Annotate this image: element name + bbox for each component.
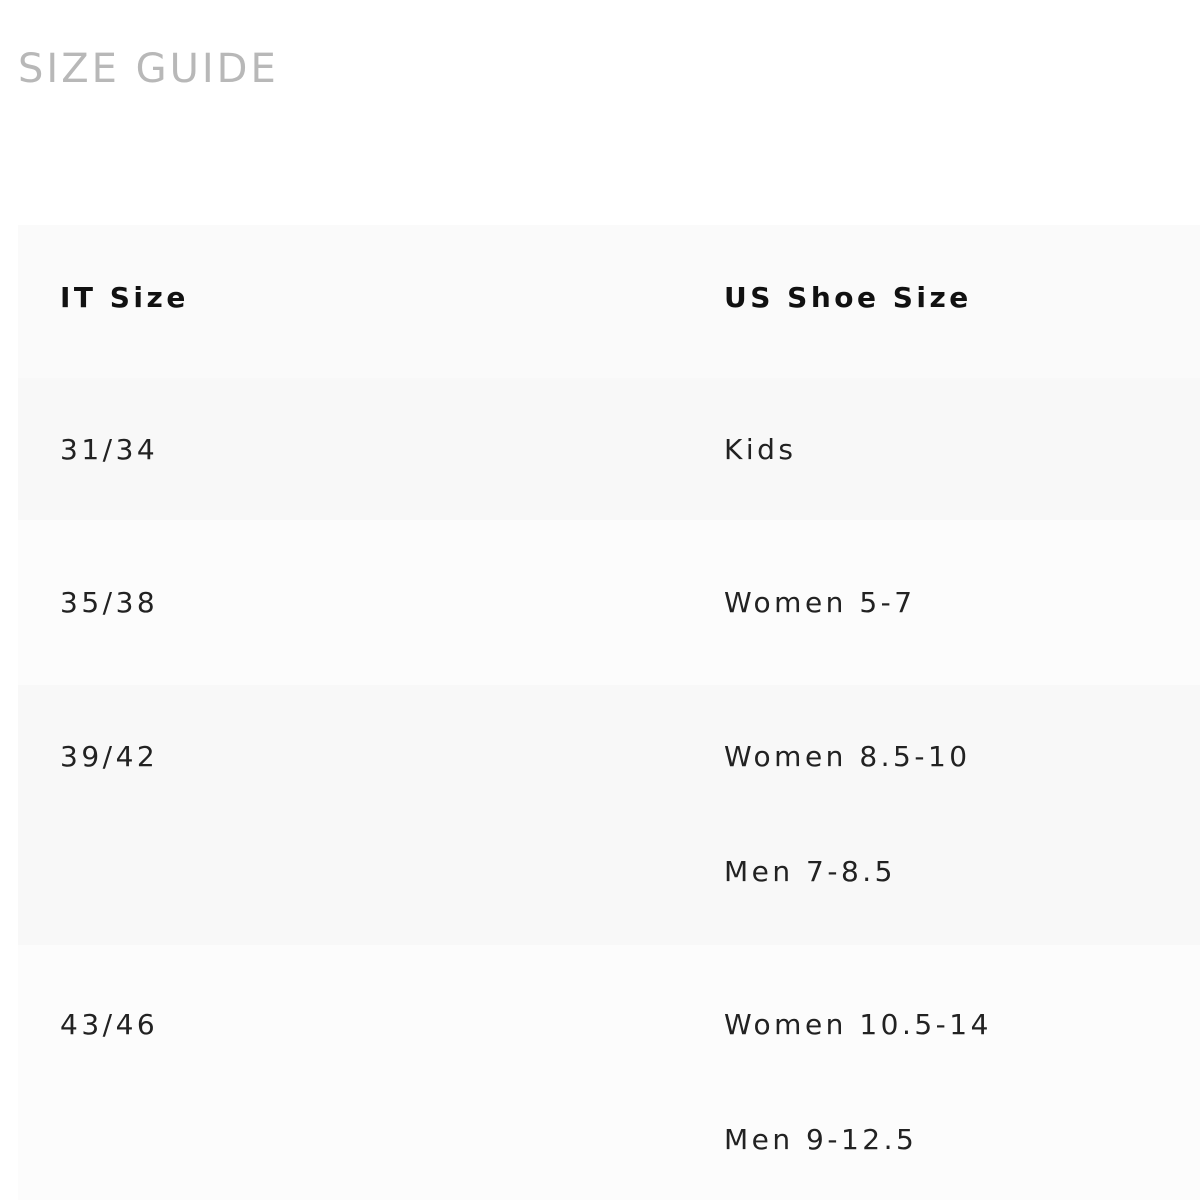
us-size-cell: Women 10.5-14	[724, 1008, 992, 1041]
us-size-cell: Men 9-12.5	[724, 1123, 918, 1156]
table-row: 31/34 Kids	[18, 378, 1200, 520]
it-size-cell: 35/38	[60, 586, 159, 619]
page-title: SIZE GUIDE	[18, 46, 279, 92]
size-guide-table: IT Size US Shoe Size 31/34 Kids 35/38 Wo…	[18, 225, 1200, 1200]
us-size-cell: Men 7-8.5	[724, 855, 896, 888]
us-size-cell: Women 5-7	[724, 586, 916, 619]
header-us-shoe-size: US Shoe Size	[724, 281, 972, 314]
it-size-cell: 31/34	[60, 433, 159, 466]
header-it-size: IT Size	[60, 281, 189, 314]
table-row: 35/38 Women 5-7	[18, 520, 1200, 685]
table-row: 39/42 Women 8.5-10 Men 7-8.5	[18, 685, 1200, 945]
us-size-cell: Kids	[724, 433, 797, 466]
it-size-cell: 39/42	[60, 740, 159, 773]
it-size-cell: 43/46	[60, 1008, 159, 1041]
us-size-cell: Women 8.5-10	[724, 740, 971, 773]
table-row: 43/46 Women 10.5-14 Men 9-12.5	[18, 945, 1200, 1200]
table-header-row: IT Size US Shoe Size	[18, 225, 1200, 378]
